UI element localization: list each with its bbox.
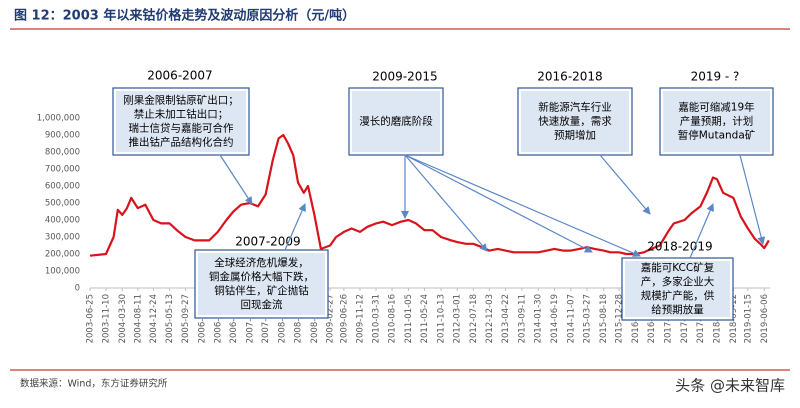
source: 数据来源：Wind，东方证券研究所 bbox=[20, 378, 168, 390]
x-tick-label: 2019-06-06 bbox=[760, 294, 770, 343]
period-label: 2018-2019 bbox=[647, 240, 712, 254]
y-tick-label: 600,000 bbox=[45, 182, 80, 192]
x-tick-label: 2003-11-10 bbox=[101, 294, 111, 343]
x-tick-label: 2009-06-26 bbox=[339, 294, 349, 343]
x-tick-label: 2008-10-14 bbox=[310, 294, 320, 343]
x-tick-label: 2008-05-26 bbox=[294, 294, 304, 343]
x-tick-label: 2018-09-12 bbox=[729, 294, 739, 343]
y-tick-label: 400,000 bbox=[45, 216, 80, 226]
annotation-inner bbox=[198, 253, 325, 315]
annotation-text: 漫长的磨底阶段 bbox=[359, 115, 433, 128]
x-tick-label: 2009-02-27 bbox=[326, 294, 336, 343]
annotation-text: 规模扩产能，供 bbox=[641, 289, 715, 302]
annotation-text: 刚果金限制钴原矿出口； bbox=[123, 94, 239, 107]
annotation-arrow bbox=[219, 154, 253, 205]
x-tick-label: 2011-10-13 bbox=[436, 294, 446, 343]
x-tick-label: 2011-01-05 bbox=[404, 294, 414, 343]
annotation-text: 给预期放量 bbox=[651, 303, 704, 316]
x-tick-label: 2015-08-18 bbox=[599, 294, 609, 343]
x-tick-label: 2015-03-27 bbox=[582, 294, 592, 343]
y-tick-label: 900,000 bbox=[45, 131, 80, 141]
x-tick-label: 2012-03-01 bbox=[453, 294, 463, 343]
x-tick-label: 2006-07-03 bbox=[213, 294, 223, 343]
x-tick-label: 2007-08-20 bbox=[261, 294, 271, 343]
annotation-text: 铜金属价格大幅下跌， bbox=[209, 270, 314, 283]
x-tick-label: 2009-11-12 bbox=[355, 294, 365, 343]
annotation-text: 预期增加 bbox=[554, 129, 596, 142]
x-tick-label: 2013-09-11 bbox=[517, 294, 527, 343]
annotation-text: 暂停Mutanda矿 bbox=[678, 129, 756, 142]
x-tick-label: 2013-04-22 bbox=[501, 294, 511, 343]
annotation-text: 禁止未加工钴出口； bbox=[134, 108, 229, 121]
x-tick-label: 2004-08-11 bbox=[133, 294, 143, 343]
period-label: 2007-2009 bbox=[235, 235, 300, 249]
x-tick-label: 2014-11-07 bbox=[566, 294, 576, 343]
x-tick-label: 2004-12-24 bbox=[149, 294, 159, 343]
x-tick-label: 2003-06-25 bbox=[86, 294, 96, 343]
x-tick-label: 2015-12-28 bbox=[614, 294, 624, 343]
annotation-arrow bbox=[284, 203, 306, 251]
annotation-arrow bbox=[404, 154, 488, 252]
x-tick-label: 2014-06-19 bbox=[550, 294, 560, 343]
watermark: 头条 @未来智库 bbox=[675, 377, 785, 395]
period-label: 2016-2018 bbox=[537, 70, 602, 84]
period-label: 2019 - ? bbox=[691, 70, 740, 84]
x-tick-label: 2005-09-27 bbox=[181, 294, 191, 343]
y-tick-label: 800,000 bbox=[45, 148, 80, 158]
y-tick-label: 700,000 bbox=[45, 165, 80, 175]
annotation-text: 产量预期，计划 bbox=[680, 115, 754, 128]
price-line bbox=[89, 133, 770, 257]
x-tick-label: 2004-03-30 bbox=[118, 294, 128, 343]
y-tick-label: 0 bbox=[75, 284, 80, 294]
annotation-text: 回现金流 bbox=[241, 298, 283, 311]
x-tick-label: 2010-08-16 bbox=[388, 294, 398, 343]
y-tick-label: 1,000,000 bbox=[37, 114, 80, 124]
y-tick-label: 200,000 bbox=[45, 250, 80, 260]
x-tick-label: 2019-01-15 bbox=[743, 294, 753, 343]
annotation-text: 产，多家企业大 bbox=[641, 275, 715, 288]
annotation-inner bbox=[625, 261, 730, 317]
x-tick-label: 2007-04-05 bbox=[245, 294, 255, 343]
annotation-text: 全球经济危机爆发， bbox=[214, 256, 309, 269]
x-tick-label: 2011-05-24 bbox=[420, 294, 430, 343]
annotation-text: 嘉能可缩减19年 bbox=[678, 101, 754, 114]
y-tick-label: 300,000 bbox=[45, 233, 80, 243]
annotation-text: 嘉能可KCC矿复 bbox=[641, 261, 715, 274]
y-tick-label: 100,000 bbox=[45, 267, 80, 277]
annotation-text: 快速放量，需求 bbox=[538, 115, 612, 128]
annotation-arrow bbox=[599, 154, 651, 215]
y-tick-label: 500,000 bbox=[45, 199, 80, 209]
x-tick-label: 2006-11-15 bbox=[229, 294, 239, 343]
annotation-inner bbox=[352, 91, 440, 152]
annotation-arrow bbox=[404, 154, 641, 257]
x-tick-label: 2005-05-13 bbox=[165, 294, 175, 343]
x-tick-label: 2006-02-15 bbox=[197, 294, 207, 343]
x-tick-label: 2014-01-30 bbox=[534, 294, 544, 343]
x-tick-label: 2012-12-03 bbox=[485, 294, 495, 343]
annotation-arrow bbox=[739, 154, 766, 245]
x-tick-label: 2008-01-08 bbox=[277, 294, 287, 343]
annotation-text: 瑞士信贷与嘉能可合作 bbox=[129, 122, 234, 135]
annotation-inner bbox=[663, 91, 770, 152]
annotation-inner bbox=[116, 91, 246, 152]
annotation-arrow bbox=[404, 154, 593, 253]
annotation-text: 铜钴伴生，矿企抛钴 bbox=[214, 284, 309, 297]
period-label: 2009-2015 bbox=[372, 70, 437, 84]
annotation-text: 新能源汽车行业 bbox=[538, 101, 612, 114]
x-tick-label: 2010-03-31 bbox=[372, 294, 382, 343]
annotation-inner bbox=[521, 91, 629, 152]
period-label: 2006-2007 bbox=[147, 69, 212, 83]
x-tick-label: 2012-07-18 bbox=[469, 294, 479, 343]
chart-title: 图 12：2003 年以来钴价格走势及波动原因分析（元/吨） bbox=[14, 8, 355, 24]
annotation-arrow bbox=[689, 203, 714, 259]
annotation-text: 推出钴产品结构化合约 bbox=[129, 136, 234, 149]
